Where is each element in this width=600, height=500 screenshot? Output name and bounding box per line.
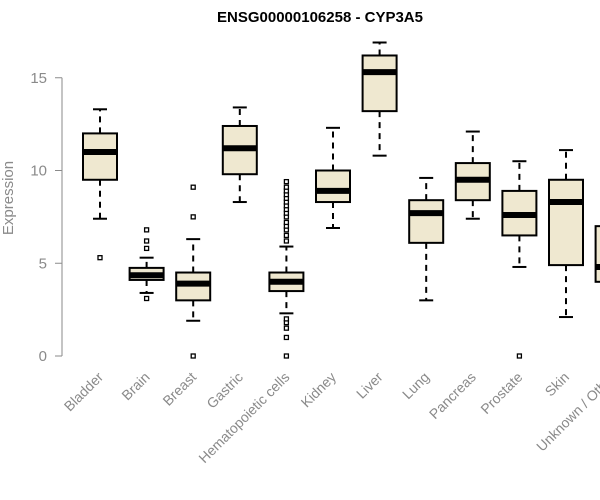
box-pancreas	[454, 130, 491, 220]
iqr-box	[548, 178, 584, 267]
x-tick-label: Breast	[159, 369, 199, 409]
box-bladder	[82, 108, 118, 261]
y-tick-label: 5	[39, 255, 47, 272]
outlier-point	[283, 184, 290, 190]
iqr-box	[408, 199, 445, 244]
x-tick-label: Prostate	[477, 369, 525, 417]
x-tick-label: Gastric	[203, 369, 246, 412]
outlier-point	[283, 316, 290, 322]
box-gastric	[221, 106, 258, 204]
y-axis-label: Expression	[0, 161, 17, 235]
x-tick-label: Hematopoietic cells	[195, 369, 292, 466]
x-tick-label: Bladder	[61, 369, 107, 415]
box-hematopoietic-cells	[268, 178, 305, 359]
outlier-point	[283, 353, 290, 359]
box-brain	[128, 227, 165, 302]
outlier-point	[190, 214, 196, 220]
box-kidney	[315, 126, 351, 230]
iqr-box	[361, 54, 398, 113]
iqr-box	[315, 169, 351, 204]
outlier-point	[190, 353, 196, 359]
x-tick-label: Kidney	[298, 369, 340, 411]
x-tick-label: Pancreas	[426, 369, 479, 422]
outlier-point	[516, 353, 523, 359]
y-tick-label: 10	[30, 163, 47, 180]
box-liver	[361, 41, 398, 157]
box-breast	[175, 184, 212, 359]
box-skin	[548, 149, 584, 319]
outlier-point	[143, 295, 150, 302]
x-tick-label: Liver	[353, 369, 386, 402]
box-unknown-other	[594, 225, 600, 283]
x-tick-label: Brain	[118, 369, 152, 403]
box-prostate	[501, 160, 538, 359]
outlier-point	[97, 255, 103, 261]
box-lung	[408, 176, 445, 302]
y-tick-label: 15	[30, 70, 47, 87]
outlier-point	[143, 227, 150, 233]
outlier-point	[283, 325, 290, 331]
outlier-point	[283, 334, 290, 341]
outlier-point	[283, 232, 290, 239]
outlier-point	[190, 184, 196, 190]
outlier-point	[143, 238, 150, 244]
outlier-point	[283, 178, 290, 185]
y-tick-label: 0	[39, 348, 47, 365]
iqr-box	[82, 132, 118, 181]
outlier-point	[283, 219, 290, 226]
iqr-box	[594, 225, 600, 283]
chart-title: ENSG00000106258 - CYP3A5	[217, 9, 423, 26]
outlier-point	[283, 238, 290, 244]
x-tick-label: Lung	[399, 369, 432, 402]
outlier-point	[143, 245, 150, 252]
y-axis: 0 5 10 15	[30, 70, 63, 365]
box-series	[82, 41, 600, 359]
x-tick-label: Skin	[542, 369, 573, 400]
